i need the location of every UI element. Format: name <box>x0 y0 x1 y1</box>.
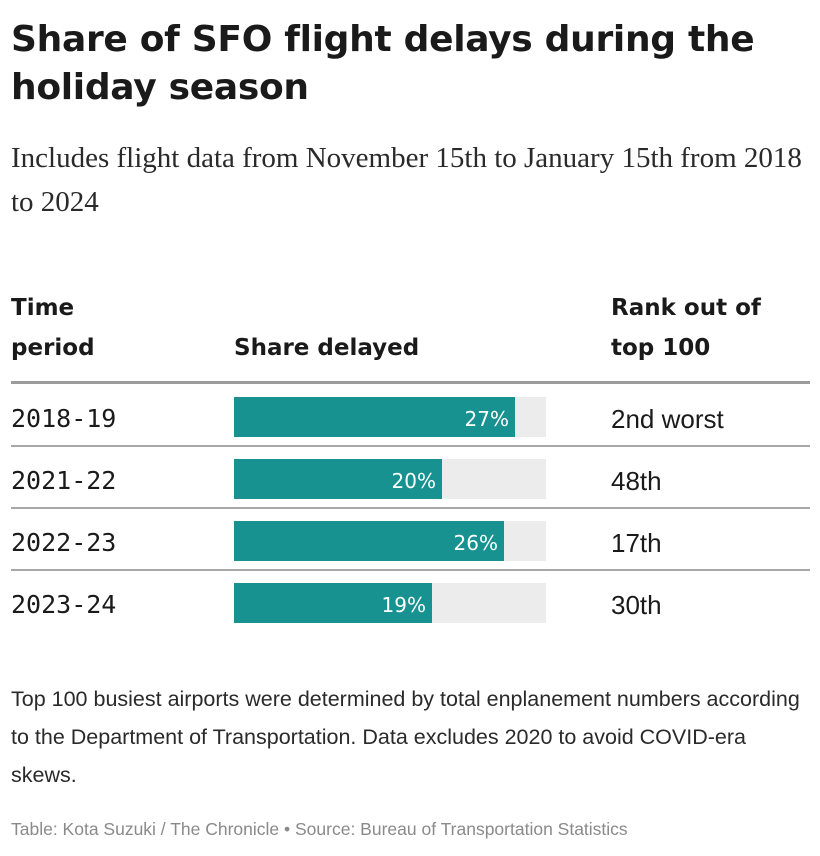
table-row: 2022-23 26% 17th <box>11 509 810 571</box>
chart-subtitle: Includes flight data from November 15th … <box>11 142 802 218</box>
period-cell: 2021-22 <box>11 466 117 495</box>
row-divider <box>11 569 810 571</box>
bar-track: 27% <box>234 397 546 437</box>
period-cell: 2022-23 <box>11 528 117 557</box>
bar-track: 19% <box>234 583 546 623</box>
header-divider <box>11 381 810 384</box>
period-cell: 2023-24 <box>11 590 117 619</box>
bar-2022-23: 26% <box>234 521 504 561</box>
bar-value-label: 19% <box>381 593 426 617</box>
chart-title: Share of SFO flight delays during the ho… <box>11 19 755 108</box>
rank-cell: 17th <box>611 528 662 558</box>
bar-value-label: 26% <box>453 531 498 555</box>
bar-2018-19: 27% <box>234 397 515 437</box>
bar-value-label: 27% <box>464 407 509 431</box>
rank-cell: 2nd worst <box>611 404 724 434</box>
column-header-rank: Rank out of top 100 <box>611 295 761 361</box>
source-credit: Table: Kota Suzuki / The Chronicle • Sou… <box>11 819 628 839</box>
bar-2021-22: 20% <box>234 459 442 499</box>
row-divider <box>11 507 810 509</box>
period-cell: 2018-19 <box>11 404 117 433</box>
bar-2023-24: 19% <box>234 583 432 623</box>
bar-track: 26% <box>234 521 546 561</box>
table-row: 2021-22 20% 48th <box>11 447 810 509</box>
footnote: Top 100 busiest airports were determined… <box>11 687 800 787</box>
rank-cell: 30th <box>611 590 662 620</box>
table-row: 2023-24 19% 30th <box>11 571 810 633</box>
bar-value-label: 20% <box>391 469 436 493</box>
column-header-time-period: Time period <box>11 295 95 361</box>
column-header-share-delayed: Share delayed <box>234 335 420 361</box>
table-row: 2018-19 27% 2nd worst <box>11 385 810 447</box>
rank-cell: 48th <box>611 466 662 496</box>
bar-track: 20% <box>234 459 546 499</box>
row-divider <box>11 445 810 447</box>
